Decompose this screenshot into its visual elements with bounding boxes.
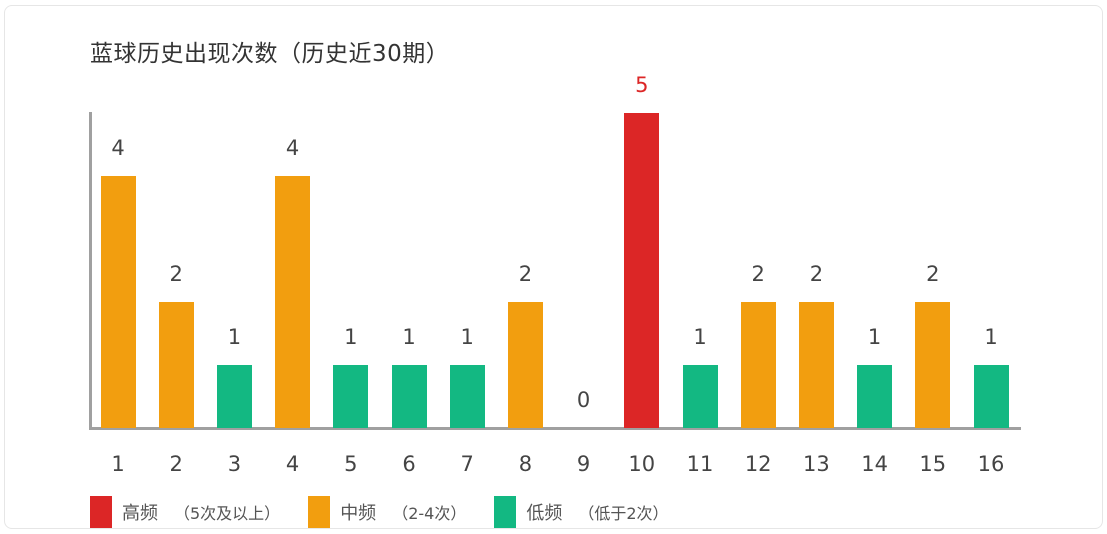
x-tick-label: 10 — [628, 452, 656, 476]
bar-5 — [333, 365, 369, 428]
x-tick-label: 3 — [227, 452, 242, 476]
bar-value-label: 1 — [344, 325, 358, 349]
x-tick-label: 16 — [977, 452, 1005, 476]
bar-value-label: 1 — [227, 325, 242, 349]
x-tick-label: 2 — [169, 452, 183, 476]
bar-value-label: 2 — [169, 262, 183, 286]
legend-label: 低频 — [526, 503, 563, 524]
bar-value-label: 2 — [809, 262, 824, 286]
bar-16 — [973, 365, 1009, 428]
legend-item-low: 低频 （低于2次） — [494, 496, 669, 528]
chart-legend: 高频 （5次及以上） 中频 （2-4次） 低频 （低于2次） — [90, 496, 697, 528]
legend-item-high: 高频 （5次及以上） — [90, 496, 280, 528]
legend-description: （2-4次） — [392, 504, 467, 523]
bar-13 — [798, 302, 834, 428]
bar-1 — [100, 176, 136, 428]
legend-swatch-icon — [494, 496, 517, 528]
legend-description: （低于2次） — [578, 504, 669, 523]
bar-value-label: 4 — [111, 136, 125, 160]
legend-swatch-icon — [90, 496, 112, 528]
bar-3 — [216, 365, 252, 428]
x-tick-label: 9 — [576, 452, 591, 476]
legend-item-mid: 中频 （2-4次） — [308, 496, 466, 528]
legend-swatch-icon — [308, 496, 331, 528]
bar-12 — [740, 302, 776, 428]
bar-4 — [275, 176, 311, 428]
bar-value-label: 2 — [751, 262, 765, 286]
bar-value-label: 1 — [984, 325, 998, 349]
bar-value-label: 1 — [867, 325, 882, 349]
legend-label: 高频 — [122, 503, 158, 524]
x-tick-label: 12 — [744, 452, 772, 476]
chart-title: 蓝球历史出现次数（历史近30期） — [90, 41, 450, 67]
x-tick-label: 4 — [285, 452, 300, 476]
x-tick-label: 6 — [402, 452, 416, 476]
legend-label: 中频 — [340, 503, 377, 524]
x-tick-label: 14 — [861, 452, 888, 476]
bar-value-label: 2 — [518, 262, 533, 286]
x-tick-label: 8 — [518, 452, 533, 476]
x-tick-label: 13 — [803, 452, 830, 476]
bar-value-label: 1 — [693, 325, 707, 349]
bar-10 — [624, 113, 660, 428]
bar-6 — [391, 365, 427, 428]
x-tick-label: 7 — [460, 452, 474, 476]
x-tick-label: 15 — [919, 452, 947, 476]
bar-value-label: 0 — [576, 388, 591, 412]
bar-11 — [682, 365, 718, 428]
x-tick-label: 5 — [344, 452, 358, 476]
bar-value-label: 2 — [926, 262, 940, 286]
bar-value-label: 1 — [402, 325, 416, 349]
bar-14 — [857, 365, 893, 428]
x-tick-label: 11 — [686, 452, 714, 476]
bar-value-label: 5 — [635, 73, 649, 97]
bar-2 — [158, 302, 194, 428]
legend-description: （5次及以上） — [174, 504, 281, 523]
bar-7 — [449, 365, 485, 428]
y-axis — [89, 112, 92, 430]
bar-15 — [915, 302, 951, 428]
bar-8 — [507, 302, 543, 428]
x-axis — [89, 427, 1021, 430]
chart-card — [4, 5, 1103, 529]
x-tick-label: 1 — [111, 452, 125, 476]
bar-value-label: 4 — [285, 136, 300, 160]
bar-value-label: 1 — [460, 325, 474, 349]
